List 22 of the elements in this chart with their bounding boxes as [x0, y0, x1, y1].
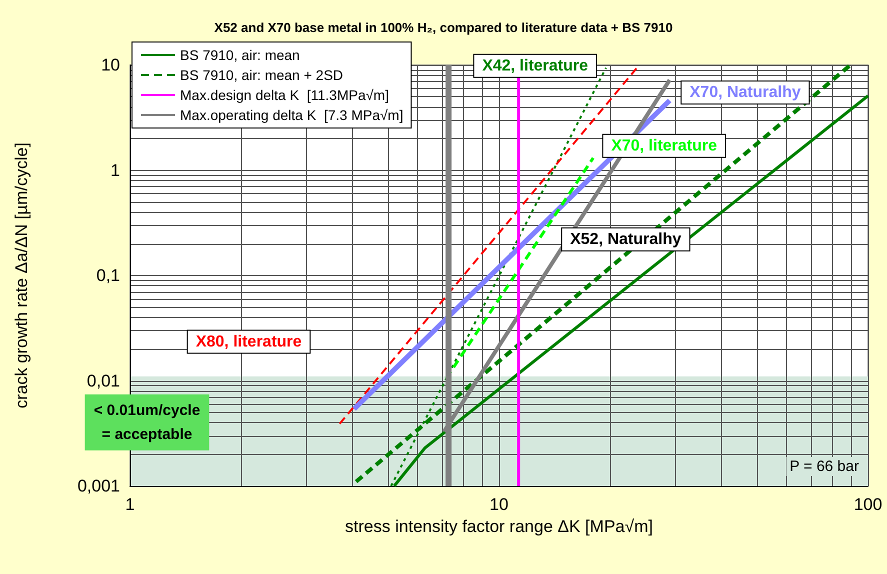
legend-label: BS 7910, air: mean — [180, 47, 300, 63]
series-label: X42, literature — [482, 57, 588, 74]
series-label: X70, literature — [611, 137, 718, 154]
y-tick-label: 10 — [101, 56, 120, 74]
legend-label: Max.operating delta K [7.3 MPa√m] — [180, 107, 404, 123]
band-label: < 0.01um/cycle = acceptable — [94, 402, 200, 443]
y-tick-label: 0,1 — [96, 266, 120, 285]
x-tick-label: 1 — [125, 495, 135, 514]
series-label: X70, Naturalhy — [690, 84, 801, 101]
legend-label: Max.design delta K [11.3MPa√m] — [180, 87, 389, 103]
x-tick-label: 10 — [490, 495, 508, 514]
text: X80, literature — [196, 333, 302, 350]
legend-label: BS 7910, air: mean + 2SD — [180, 67, 344, 83]
x-tick-label: 100 — [854, 495, 882, 514]
y-tick-label: 0,001 — [77, 476, 120, 496]
x-axis-title: stress intensity factor range ΔK [MPa√m] — [345, 517, 653, 536]
y-axis-title: crack growth rate Δa/ΔN [µm/cycle] — [12, 142, 31, 408]
annotation: P = 66 bar — [790, 458, 859, 475]
y-tick-label: 1 — [110, 160, 120, 180]
y-tick-label: 0,01 — [86, 371, 120, 390]
series-label: X52, Naturalhy — [570, 230, 682, 248]
chart-title: X52 and X70 base metal in 100% H₂, compared to literature data + BS 7910 — [214, 20, 673, 35]
